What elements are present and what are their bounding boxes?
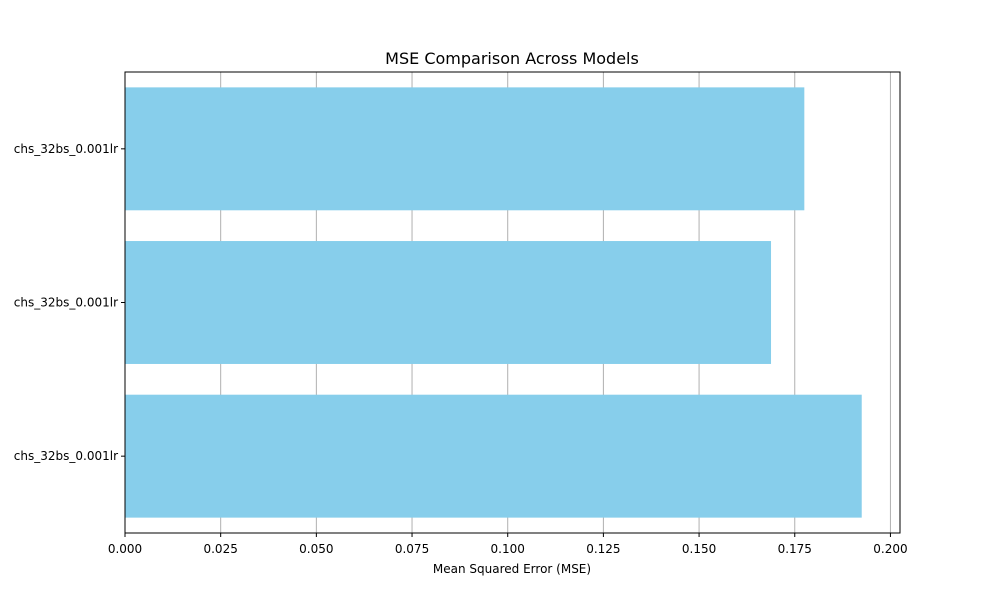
bar [125, 394, 862, 518]
x-tick-label: 0.100 [491, 542, 525, 556]
x-tick-label: 0.075 [395, 542, 429, 556]
x-tick-label: 0.200 [873, 542, 907, 556]
x-tick-label: 0.125 [586, 542, 620, 556]
y-tick-label: chs_32bs_0.001lr [14, 449, 118, 463]
x-axis-ticks: 0.000 0.025 0.050 0.075 0.100 0.125 0.150 0.175… [108, 533, 908, 556]
x-tick-label: 0.000 [108, 542, 142, 556]
x-tick-label: 0.150 [682, 542, 716, 556]
y-axis-ticks: chs_32bs_0.001lr chs_32bs_0.001lr chs_32bs… [14, 142, 125, 463]
chart-title: MSE Comparison Across Models [385, 49, 639, 68]
y-tick-label: chs_32bs_0.001lr [14, 296, 118, 310]
x-axis-label: Mean Squared Error (MSE) [433, 562, 591, 576]
bars [125, 87, 862, 518]
bar [125, 87, 805, 211]
x-tick-label: 0.175 [778, 542, 812, 556]
x-tick-label: 0.025 [203, 542, 237, 556]
bar [125, 241, 772, 364]
y-tick-label: chs_32bs_0.001lr [14, 142, 118, 156]
x-tick-label: 0.050 [299, 542, 333, 556]
